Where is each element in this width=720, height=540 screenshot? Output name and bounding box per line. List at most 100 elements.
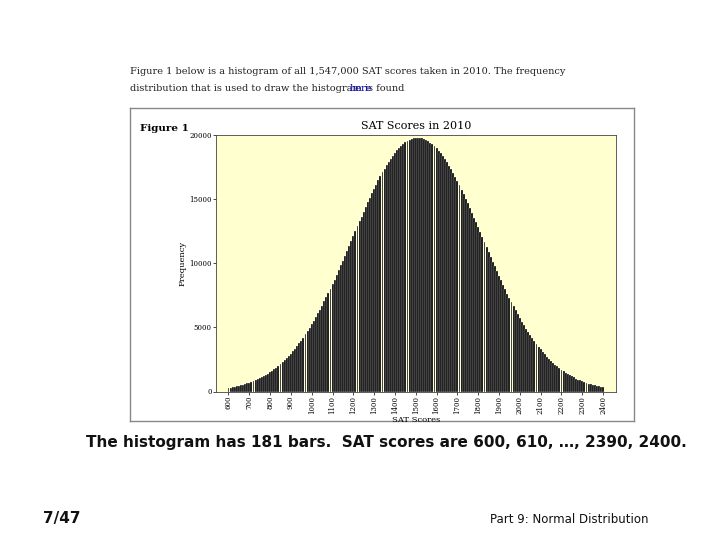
- Bar: [248, 383, 251, 391]
- Bar: [581, 381, 583, 391]
- Bar: [267, 374, 269, 391]
- Bar: [305, 334, 307, 392]
- Bar: [367, 202, 369, 392]
- Bar: [550, 361, 552, 392]
- Bar: [448, 166, 450, 392]
- Bar: [336, 275, 338, 392]
- Bar: [251, 382, 252, 392]
- Bar: [559, 368, 560, 392]
- Bar: [510, 302, 513, 392]
- Y-axis label: Frequency: Frequency: [179, 241, 186, 286]
- Bar: [450, 170, 452, 392]
- Bar: [375, 185, 377, 392]
- Bar: [471, 213, 473, 392]
- Bar: [465, 199, 467, 392]
- Bar: [440, 153, 442, 392]
- Bar: [426, 140, 427, 392]
- Bar: [600, 387, 602, 392]
- Bar: [354, 231, 356, 392]
- Bar: [405, 143, 406, 392]
- Bar: [444, 159, 446, 392]
- Bar: [561, 370, 562, 392]
- Bar: [407, 141, 408, 392]
- X-axis label: SAT Scores: SAT Scores: [392, 416, 440, 424]
- Bar: [469, 208, 471, 392]
- Text: distribution that is used to draw the histogram is found: distribution that is used to draw the hi…: [130, 84, 407, 93]
- Bar: [536, 344, 537, 392]
- Bar: [410, 139, 413, 392]
- Bar: [477, 227, 480, 392]
- Bar: [494, 266, 496, 391]
- Bar: [348, 246, 350, 392]
- Bar: [548, 359, 550, 392]
- Bar: [567, 374, 569, 391]
- Bar: [330, 288, 331, 392]
- Bar: [436, 148, 438, 392]
- Bar: [446, 163, 448, 392]
- Bar: [373, 189, 375, 392]
- Bar: [517, 314, 518, 392]
- Bar: [423, 139, 425, 392]
- Bar: [580, 381, 581, 392]
- Text: Part 9: Normal Distribution: Part 9: Normal Distribution: [490, 513, 648, 526]
- Bar: [307, 331, 309, 392]
- Bar: [363, 212, 365, 392]
- Bar: [346, 251, 348, 392]
- Bar: [508, 298, 510, 392]
- Bar: [340, 266, 342, 392]
- Bar: [315, 317, 317, 392]
- Bar: [504, 289, 506, 392]
- Bar: [390, 159, 392, 392]
- Bar: [402, 144, 404, 392]
- Bar: [265, 375, 267, 392]
- Bar: [321, 306, 323, 392]
- Bar: [544, 354, 546, 392]
- Bar: [480, 232, 481, 392]
- Bar: [498, 276, 500, 392]
- Bar: [369, 198, 371, 392]
- Bar: [415, 138, 417, 392]
- Bar: [592, 385, 594, 392]
- Text: The histogram has 181 bars.  SAT scores are 600, 610, …, 2390, 2400.: The histogram has 181 bars. SAT scores a…: [86, 435, 687, 450]
- Bar: [361, 217, 363, 392]
- Bar: [467, 203, 469, 392]
- Bar: [408, 140, 410, 392]
- Bar: [394, 153, 396, 392]
- Bar: [419, 138, 421, 392]
- Bar: [523, 325, 525, 392]
- Bar: [519, 318, 521, 392]
- Bar: [313, 321, 315, 392]
- Bar: [333, 280, 336, 392]
- Bar: [284, 360, 286, 392]
- Bar: [473, 218, 475, 392]
- Bar: [271, 371, 273, 392]
- Bar: [482, 237, 483, 392]
- Bar: [484, 242, 485, 392]
- Bar: [421, 138, 423, 392]
- Bar: [454, 177, 456, 392]
- Bar: [475, 222, 477, 392]
- Bar: [309, 328, 310, 392]
- Bar: [282, 362, 284, 392]
- Bar: [240, 385, 242, 392]
- Bar: [564, 373, 567, 392]
- Text: Figure 1 below is a histogram of all 1,547,000 SAT scores taken in 2010. The fre: Figure 1 below is a histogram of all 1,5…: [130, 68, 565, 77]
- Bar: [541, 352, 544, 392]
- Bar: [352, 236, 354, 392]
- Bar: [382, 172, 384, 392]
- Bar: [485, 247, 487, 392]
- Bar: [429, 143, 431, 392]
- Bar: [371, 193, 373, 392]
- Bar: [557, 366, 558, 391]
- Bar: [398, 148, 400, 392]
- Bar: [242, 384, 244, 391]
- Bar: [244, 384, 246, 392]
- Bar: [234, 387, 235, 392]
- Bar: [256, 379, 258, 392]
- Bar: [338, 270, 340, 392]
- Bar: [503, 285, 504, 392]
- Bar: [246, 383, 248, 392]
- Bar: [302, 338, 305, 392]
- Bar: [325, 297, 328, 391]
- Bar: [496, 271, 498, 392]
